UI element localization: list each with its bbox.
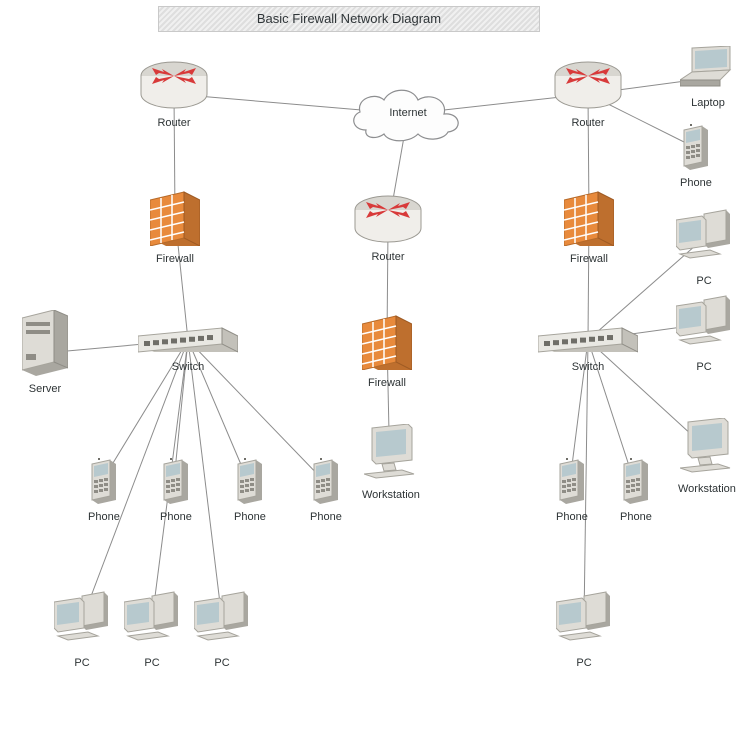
node-router: Router [552, 58, 624, 129]
node-label: Firewall [570, 253, 608, 265]
node-phone: Phone [234, 458, 266, 523]
phone-icon [558, 458, 586, 507]
node-label: Phone [88, 511, 120, 523]
workstation-icon [364, 424, 418, 485]
phone-icon [90, 458, 118, 507]
node-router: Router [138, 58, 210, 129]
node-label: PC [214, 657, 229, 669]
node-label: Phone [310, 511, 342, 523]
edge [188, 340, 222, 620]
node-firewall: Firewall [362, 310, 412, 389]
phone-icon [682, 124, 710, 173]
pc-icon [676, 294, 732, 357]
node-label: PC [576, 657, 591, 669]
node-label: Workstation [678, 483, 736, 495]
laptop-icon [680, 46, 736, 93]
node-switch: Switch [138, 326, 238, 373]
node-label: Workstation [362, 489, 420, 501]
pc-icon [124, 590, 180, 653]
node-router: Router [352, 192, 424, 263]
node-phone: Phone [88, 458, 120, 523]
node-label: Phone [556, 511, 588, 523]
node-cloud: Internet [346, 84, 470, 147]
firewall-icon [150, 186, 200, 249]
node-label: Router [157, 117, 190, 129]
node-label: PC [144, 657, 159, 669]
switch-icon [538, 326, 638, 357]
pc-icon [676, 208, 732, 271]
node-server: Server [22, 310, 68, 395]
node-label: Firewall [156, 253, 194, 265]
node-pc: PC [194, 590, 250, 669]
pc-icon [54, 590, 110, 653]
node-firewall: Firewall [150, 186, 200, 265]
switch-icon [138, 326, 238, 357]
page-title: Basic Firewall Network Diagram [158, 6, 540, 32]
node-phone: Phone [160, 458, 192, 523]
phone-icon [236, 458, 264, 507]
node-label: Router [571, 117, 604, 129]
server-icon [22, 310, 68, 379]
firewall-icon [362, 310, 412, 373]
node-label: Switch [572, 361, 604, 373]
node-pc: PC [54, 590, 110, 669]
phone-icon [622, 458, 650, 507]
node-pc: PC [124, 590, 180, 669]
node-label: PC [696, 275, 711, 287]
node-label: Phone [160, 511, 192, 523]
node-pc: PC [676, 294, 732, 373]
node-phone: Phone [556, 458, 588, 523]
node-phone: Phone [680, 124, 712, 189]
node-label: Switch [172, 361, 204, 373]
workstation-icon [680, 418, 734, 479]
phone-icon [162, 458, 190, 507]
router-icon [352, 192, 424, 247]
node-label: Server [29, 383, 61, 395]
phone-icon [312, 458, 340, 507]
node-label: Phone [234, 511, 266, 523]
node-label: Laptop [691, 97, 725, 109]
node-label: Phone [620, 511, 652, 523]
node-phone: Phone [620, 458, 652, 523]
node-label: PC [74, 657, 89, 669]
node-pc: PC [556, 590, 612, 669]
node-firewall: Firewall [564, 186, 614, 265]
node-workstation: Workstation [362, 424, 420, 501]
pc-icon [194, 590, 250, 653]
node-label: PC [696, 361, 711, 373]
node-label: Phone [680, 177, 712, 189]
router-icon [138, 58, 210, 113]
pc-icon [556, 590, 612, 653]
node-label: Internet [346, 107, 470, 119]
node-label: Firewall [368, 377, 406, 389]
firewall-icon [564, 186, 614, 249]
node-phone: Phone [310, 458, 342, 523]
router-icon [552, 58, 624, 113]
node-workstation: Workstation [678, 418, 736, 495]
node-laptop: Laptop [680, 46, 736, 109]
node-switch: Switch [538, 326, 638, 373]
node-pc: PC [676, 208, 732, 287]
node-label: Router [371, 251, 404, 263]
